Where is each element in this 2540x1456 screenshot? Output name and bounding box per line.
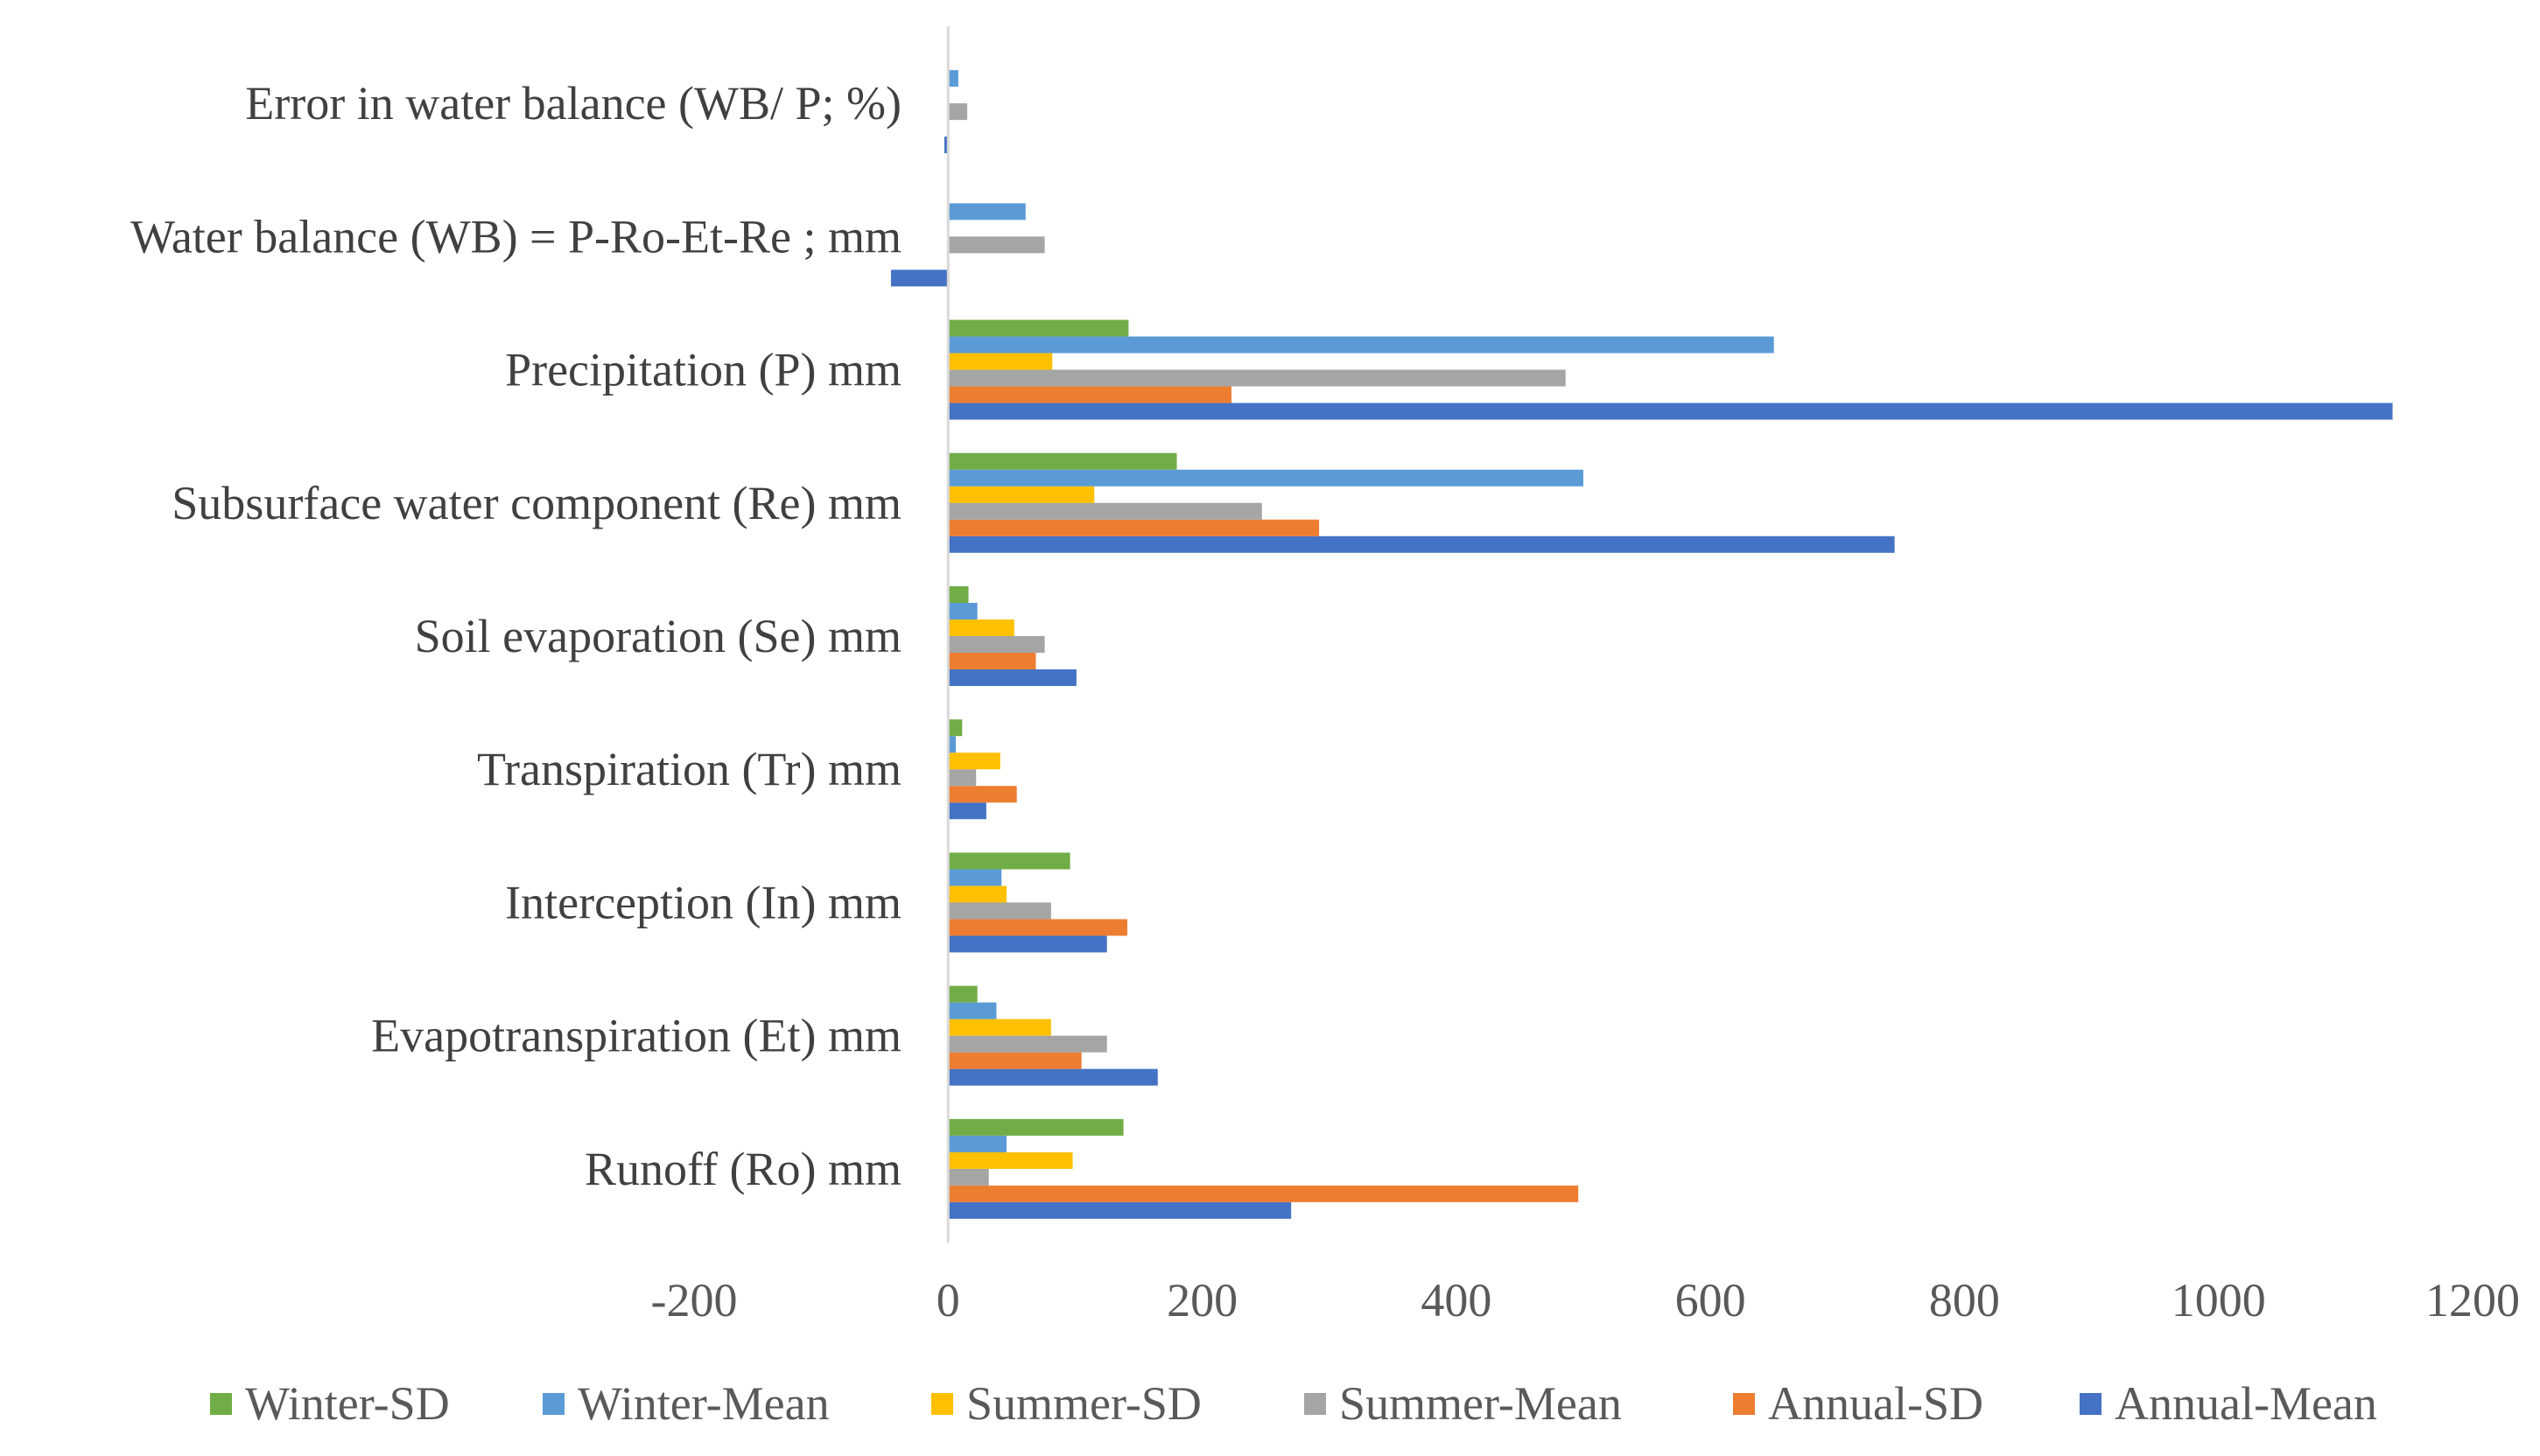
bar-annual-sd-0 [948,1185,1579,1202]
category-label: Transpiration (Tr) mm [477,743,902,795]
x-tick-label: 400 [1421,1274,1491,1326]
bar-winter-sd-5 [948,452,1177,470]
bar-annual-mean-7 [890,270,949,287]
bar-winter-sd-1 [948,985,978,1003]
bar-summer-sd-5 [948,486,1095,503]
category-label: Precipitation (P) mm [505,344,902,396]
bar-annual-mean-3 [948,802,986,820]
bar-summer-sd-1 [948,1018,1051,1036]
category-label: Error in water balance (WB/ P; %) [245,77,902,130]
x-tick-label: 0 [937,1274,960,1326]
legend-swatch-winter-sd [210,1393,232,1415]
bar-summer-sd-2 [948,886,1007,903]
x-tick-label: 1200 [2425,1274,2520,1326]
bar-winter-mean-5 [948,469,1583,486]
bar-winter-mean-7 [948,203,1026,220]
bar-winter-mean-2 [948,869,1002,886]
bar-annual-mean-1 [948,1068,1158,1086]
bar-annual-mean-4 [948,669,1077,686]
bar-winter-sd-6 [948,319,1129,337]
bar-summer-mean-2 [948,902,1051,920]
bar-annual-sd-2 [948,919,1127,936]
legend-label-annual-sd: Annual-SD [1768,1377,1983,1430]
legend: Winter-SD Winter-Mean Summer-SD Summer-Mean… [210,1377,2377,1430]
bar-summer-sd-0 [948,1152,1073,1169]
legend-label-annual-mean: Annual-Mean [2115,1377,2377,1430]
bar-summer-mean-0 [948,1168,989,1186]
category-label: Interception (In) mm [505,876,902,928]
bar-winter-mean-1 [948,1002,997,1019]
bar-summer-sd-3 [948,752,1000,770]
x-axis-tick-labels: -200 0 200 400 600 800 1000 1200 [651,1274,2520,1326]
bar-winter-sd-3 [948,719,963,737]
bar-summer-mean-1 [948,1035,1107,1053]
bar-annual-sd-3 [948,786,1017,803]
bar-annual-sd-5 [948,519,1320,536]
x-tick-label: 200 [1167,1274,1238,1326]
bar-summer-sd-4 [948,620,1014,636]
legend-swatch-annual-mean [2080,1393,2101,1415]
bar-annual-sd-6 [948,386,1231,403]
bar-summer-mean-8 [948,103,968,121]
bar-winter-mean-0 [948,1135,1007,1152]
bar-winter-sd-2 [948,852,1070,870]
legend-swatch-annual-sd [1733,1393,1755,1415]
bar-winter-mean-4 [948,603,978,620]
bar-summer-mean-5 [948,502,1262,520]
bar-winter-mean-6 [948,336,1774,354]
bar-summer-sd-6 [948,353,1053,370]
legend-swatch-winter-mean [543,1393,565,1415]
legend-swatch-summer-mean [1304,1393,1326,1415]
bar-winter-sd-4 [948,586,969,603]
bar-annual-sd-1 [948,1052,1082,1069]
bar-annual-mean-2 [948,935,1107,953]
bar-winter-sd-0 [948,1118,1124,1136]
bar-annual-mean-6 [948,402,2393,420]
bar-winter-mean-8 [948,70,958,88]
bar-annual-mean-5 [948,536,1895,553]
bars-layer [890,70,2393,1219]
legend-label-winter-sd: Winter-SD [245,1377,450,1430]
category-label: Water balance (WB) = P-Ro-Et-Re ; mm [130,210,902,262]
category-label: Subsurface water component (Re) mm [172,477,902,529]
x-tick-label: 600 [1675,1274,1746,1326]
x-tick-label: 1000 [2172,1274,2266,1326]
category-label: Runoff (Ro) mm [585,1143,902,1195]
bar-summer-mean-3 [948,769,977,787]
bar-annual-mean-8 [944,136,949,154]
category-labels: Runoff (Ro) mm Evapotranspiration (Et) mm… [130,77,902,1195]
x-tick-label: 800 [1929,1274,2000,1326]
bar-winter-mean-3 [948,736,956,753]
bar-summer-mean-7 [948,236,1045,254]
bar-annual-mean-0 [948,1201,1292,1219]
bar-summer-mean-4 [948,636,1045,653]
bar-summer-mean-6 [948,369,1566,387]
legend-label-summer-sd: Summer-SD [966,1377,1202,1430]
x-tick-label: -200 [651,1274,738,1326]
category-label: Soil evaporation (Se) mm [415,610,902,662]
legend-label-winter-mean: Winter-Mean [578,1377,830,1430]
bar-annual-sd-4 [948,653,1036,669]
category-label: Evapotranspiration (Et) mm [371,1010,902,1062]
legend-label-summer-mean: Summer-Mean [1339,1377,1622,1430]
legend-swatch-summer-sd [931,1393,953,1415]
